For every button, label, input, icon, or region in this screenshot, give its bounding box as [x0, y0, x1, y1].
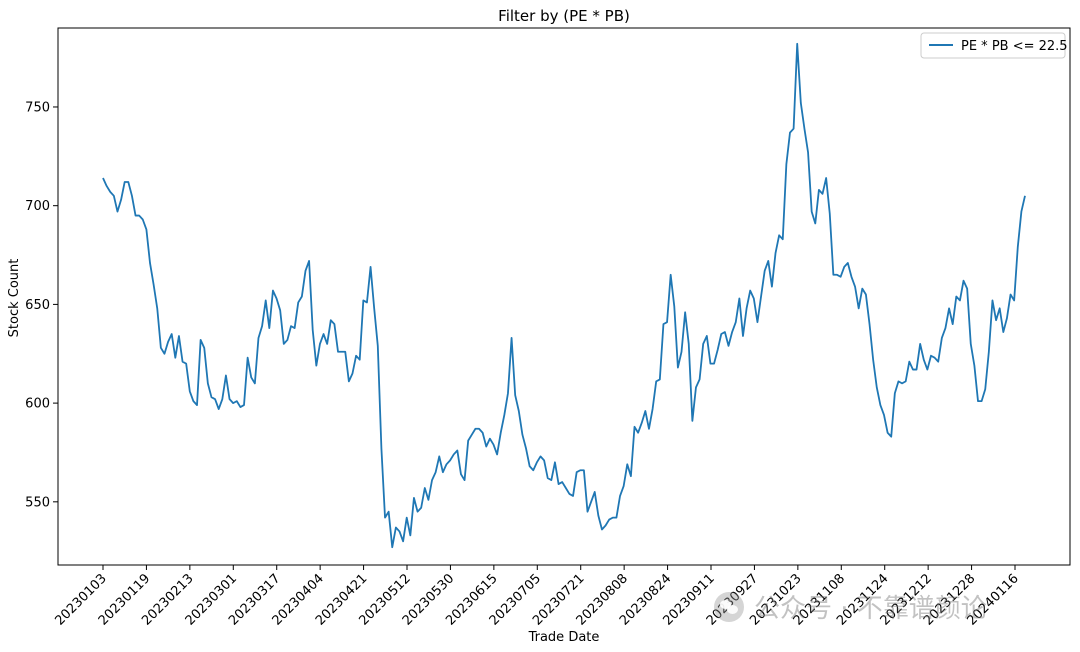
- legend-label: PE * PB <= 22.5: [961, 39, 1068, 54]
- y-axis-title: Stock Count: [7, 259, 22, 338]
- y-tick-label: 650: [25, 298, 50, 313]
- y-tick-label: 750: [25, 100, 50, 115]
- wechat-icon: [714, 592, 744, 622]
- y-axis: 550 600 650 700 750: [25, 100, 58, 510]
- y-tick-label: 600: [25, 397, 50, 412]
- data-line-group: [103, 44, 1025, 547]
- watermark: 公众号 · 不靠谱颜论: [714, 588, 987, 625]
- x-axis-title: Trade Date: [528, 630, 600, 645]
- y-tick-label: 550: [25, 495, 50, 510]
- chart-title: Filter by (PE * PB): [498, 7, 630, 25]
- series-line: [103, 44, 1025, 547]
- legend: PE * PB <= 22.5: [921, 33, 1068, 58]
- y-tick-label: 700: [25, 199, 50, 214]
- watermark-label: 公众号 · 不靠谱颜论: [754, 588, 987, 625]
